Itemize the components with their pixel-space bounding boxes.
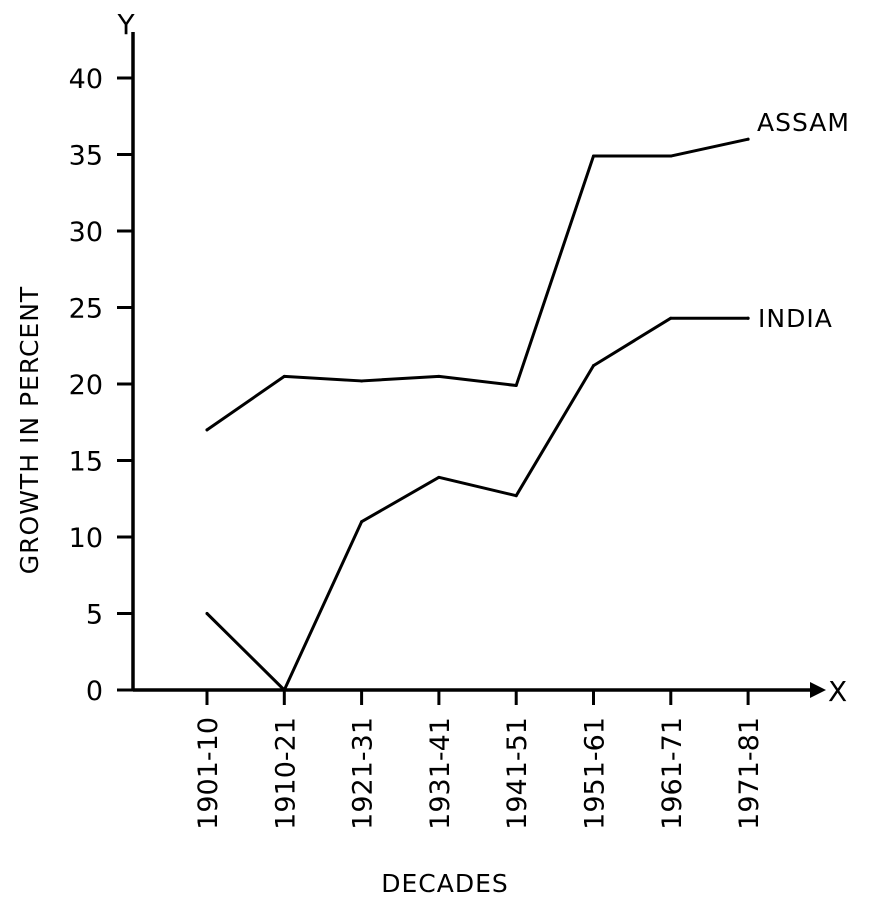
y-tick-label: 35 <box>69 141 103 172</box>
series-label-india: INDIA <box>758 304 833 333</box>
y-tick-label: 10 <box>69 523 103 554</box>
x-tick-label: 1961-71 <box>657 717 688 830</box>
y-axis-title: GROWTH IN PERCENT <box>15 286 44 574</box>
data-point-india <box>437 475 441 479</box>
data-point-assam <box>592 154 595 158</box>
x-tick-label: 1941-51 <box>502 717 533 830</box>
data-point-assam <box>514 384 518 388</box>
data-point-assam <box>282 374 286 378</box>
x-axis-ticks: 1901-10 1910-21 1921-31 1931-41 1941-51 1951-… <box>193 690 765 830</box>
x-axis-arrowhead <box>810 682 826 698</box>
series-layer: ASSAM INDIA <box>205 108 850 692</box>
x-axis-letter: X <box>828 675 847 708</box>
y-tick-label: 0 <box>86 676 103 707</box>
series-label-assam: ASSAM <box>757 108 850 137</box>
y-tick-label: 30 <box>69 217 103 248</box>
y-axis-ticks: 0 5 10 15 20 25 30 35 40 <box>69 64 133 707</box>
data-point-india <box>205 612 209 615</box>
y-tick-label: 20 <box>69 370 103 401</box>
data-point-india <box>514 494 518 498</box>
y-axis-letter: Y <box>116 8 135 41</box>
y-tick-label: 40 <box>69 64 103 95</box>
x-tick-label: 1901-10 <box>193 717 224 830</box>
y-tick-label: 25 <box>69 294 103 325</box>
x-tick-label: 1951-61 <box>580 717 611 830</box>
data-point-assam <box>205 428 209 432</box>
series-line-assam <box>205 137 750 432</box>
data-point-assam <box>746 137 750 141</box>
data-point-assam <box>360 379 364 383</box>
x-tick-label: 1921-31 <box>348 717 379 830</box>
data-point-india <box>360 520 364 524</box>
series-line-india <box>205 316 750 692</box>
y-tick-label: 15 <box>69 447 103 478</box>
data-point-assam <box>669 154 673 158</box>
data-point-assam <box>437 374 441 378</box>
x-axis-title: DECADES <box>381 869 509 898</box>
x-tick-label: 1971-81 <box>734 717 765 830</box>
x-tick-label: 1931-41 <box>425 717 456 830</box>
data-point-india <box>592 364 595 368</box>
data-point-india <box>669 316 673 320</box>
y-tick-label: 5 <box>86 600 103 631</box>
x-tick-label: 1910-21 <box>270 717 301 830</box>
